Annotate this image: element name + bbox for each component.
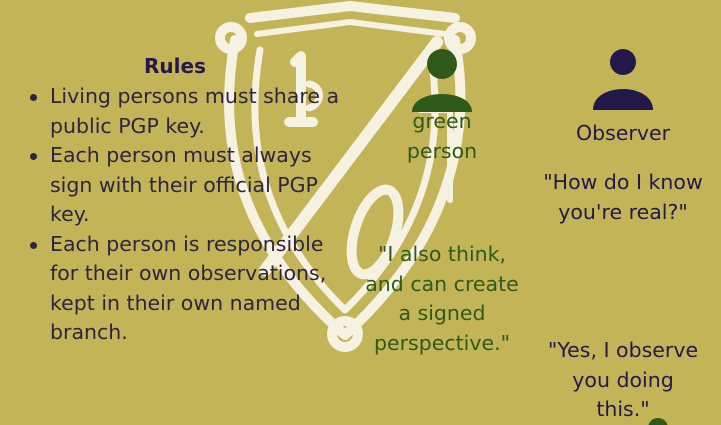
observer-quote-1: "How do I know you're real?" xyxy=(543,170,703,224)
rules-section: Rules Living persons must share a public… xyxy=(24,52,344,348)
green-person-name-line1: green xyxy=(412,109,472,133)
rule-item: Living persons must share a public PGP k… xyxy=(30,82,344,141)
rule-item: Each person must always sign with their … xyxy=(30,141,344,230)
rules-list: Living persons must share a public PGP k… xyxy=(24,82,344,348)
green-person-column: green person "I also think, and can crea… xyxy=(362,48,522,355)
person-icon xyxy=(412,49,472,112)
person-icon xyxy=(593,49,653,110)
green-person-quote: "I also think, and can create a signed p… xyxy=(365,242,519,355)
rules-title: Rules xyxy=(144,54,206,78)
green-person-name-line2: person xyxy=(406,139,478,163)
observer-quote-2: "Yes, I observe you doing this." xyxy=(547,338,699,421)
observer-column: Observer "How do I know you're real?" "Y… xyxy=(543,48,703,421)
green-person-name: green person xyxy=(362,106,522,166)
green-dot-icon xyxy=(648,418,668,425)
observer-name: Observer xyxy=(575,121,671,145)
rule-item: Each person is responsible for their own… xyxy=(30,230,344,348)
